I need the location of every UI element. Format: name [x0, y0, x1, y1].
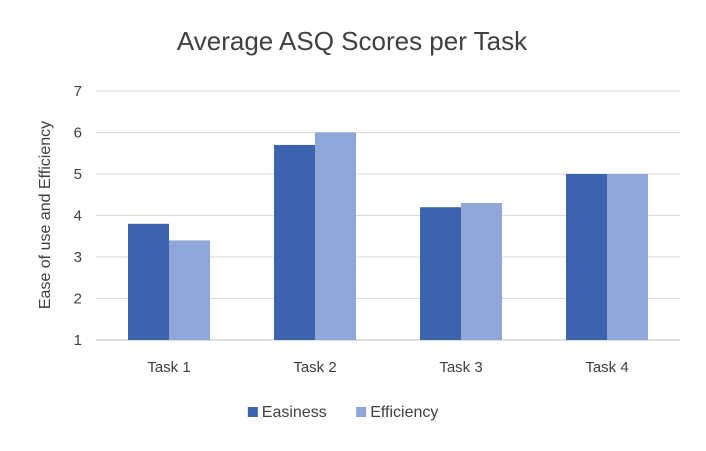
y-axis-ticks: 1 2 3 4 5 6 7 [74, 83, 82, 349]
legend-swatch-easiness [247, 407, 258, 417]
legend-label-efficiency: Efficiency [370, 404, 438, 421]
y-tick-label: 2 [74, 291, 82, 308]
bars [128, 132, 648, 340]
x-tick-label: Task 2 [293, 359, 336, 376]
bar-easiness-task-3 [420, 207, 461, 340]
y-tick-label: 5 [74, 166, 82, 183]
y-tick-label: 4 [74, 208, 82, 225]
legend-swatch-efficiency [356, 407, 367, 417]
x-tick-label: Task 3 [439, 359, 482, 376]
x-axis-ticks: Task 1 Task 2 Task 3 Task 4 [147, 359, 628, 376]
bar-easiness-task-2 [274, 144, 315, 340]
y-axis-title: Ease of use and Efficiency [37, 121, 54, 309]
bar-easiness-task-1 [128, 223, 169, 340]
bar-efficiency-task-3 [461, 203, 502, 340]
y-tick-label: 1 [74, 332, 82, 349]
bar-easiness-task-4 [566, 174, 607, 340]
bar-efficiency-task-2 [315, 132, 356, 340]
legend: Easiness Efficiency [247, 404, 438, 421]
y-tick-label: 7 [74, 83, 82, 100]
legend-label-easiness: Easiness [262, 404, 327, 421]
y-tick-label: 6 [74, 125, 82, 142]
chart-title: Average ASQ Scores per Task [177, 26, 528, 56]
bar-efficiency-task-4 [607, 174, 648, 340]
x-tick-label: Task 4 [585, 359, 628, 376]
x-tick-label: Task 1 [147, 359, 190, 376]
y-tick-label: 3 [74, 249, 82, 266]
bar-efficiency-task-1 [169, 240, 210, 340]
